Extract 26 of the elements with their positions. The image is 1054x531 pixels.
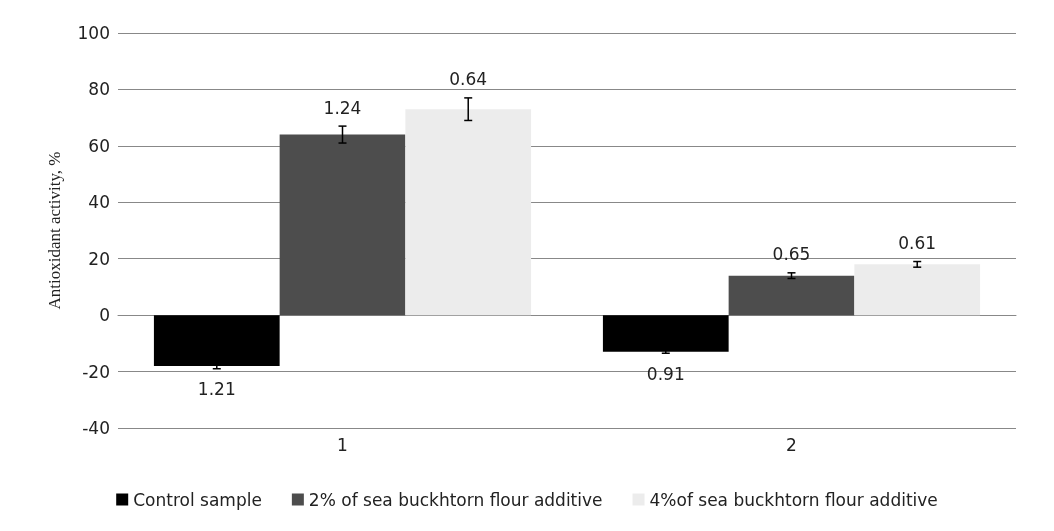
- x-tick-label: 1: [337, 434, 348, 455]
- bar: [602, 315, 729, 352]
- bar: [854, 264, 981, 316]
- y-tick-label: 0: [99, 305, 110, 326]
- legend-label: Control sample: [133, 489, 262, 510]
- annotation: 0.64: [449, 69, 488, 90]
- y-tick-label: 60: [88, 135, 110, 156]
- y-tick-label: -20: [82, 361, 110, 382]
- y-tick-label: 20: [88, 248, 110, 269]
- y-axis-title: Antioxidant activity, %: [45, 151, 64, 310]
- annotation: 1.21: [197, 379, 236, 400]
- annotation: 0.91: [646, 363, 685, 384]
- bar: [153, 315, 280, 366]
- y-tick-label: 100: [77, 23, 110, 43]
- legend-label: 4%of sea buckhtorn flour additive: [649, 489, 938, 510]
- annotation: 0.65: [772, 244, 811, 265]
- bar: [728, 275, 855, 316]
- annotation: 0.61: [898, 233, 937, 254]
- y-tick-label: -40: [82, 418, 110, 438]
- annotation: 1.24: [323, 97, 362, 118]
- x-tick-label: 2: [786, 434, 797, 455]
- y-tick-label: 40: [88, 192, 110, 213]
- legend-label: 2% of sea buckhtorn flour additive: [308, 489, 603, 510]
- y-tick-label: 80: [88, 79, 110, 100]
- bar: [279, 134, 406, 316]
- bar: [405, 109, 532, 316]
